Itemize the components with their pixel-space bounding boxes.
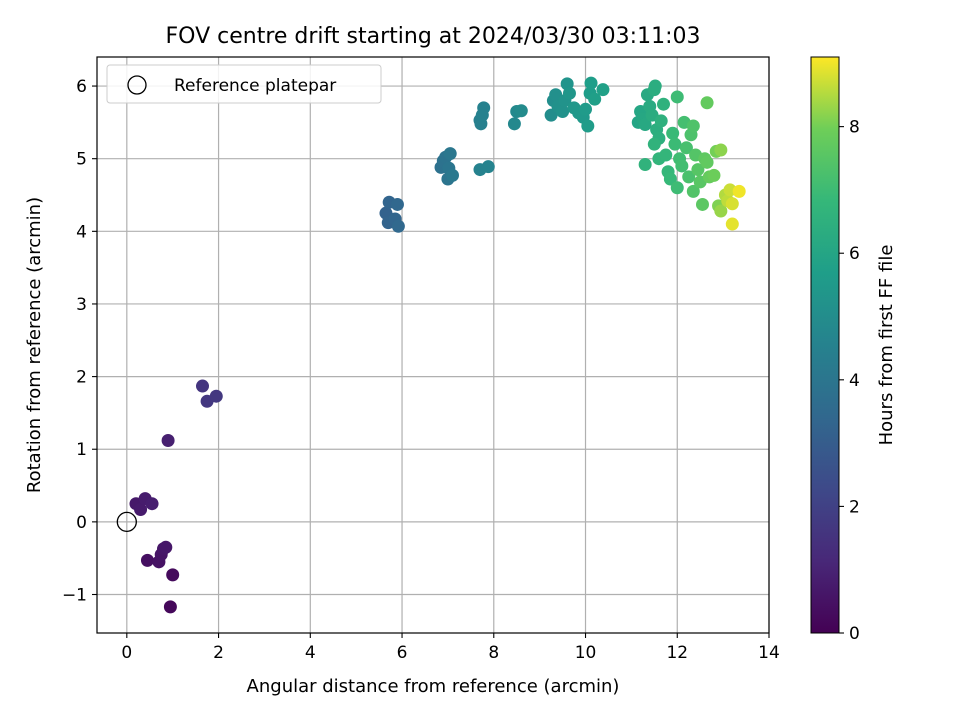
scatter-point: [390, 197, 404, 211]
colorbar-tick-label: 4: [849, 371, 860, 391]
scatter-point: [675, 159, 689, 173]
scatter-point: [679, 141, 693, 155]
y-tick-label: −1: [62, 586, 87, 606]
scatter-point: [695, 197, 709, 211]
legend: Reference platepar: [106, 64, 382, 104]
x-tick-label: 10: [575, 643, 597, 663]
scatter-point: [670, 181, 684, 195]
y-tick-label: 0: [76, 513, 87, 533]
colorbar: 0 2 4 6 8 Hours from first FF file: [810, 56, 897, 644]
y-tick-label: 1: [76, 440, 87, 460]
scatter-point: [647, 137, 661, 151]
legend-label: Reference platepar: [174, 76, 336, 96]
scatter-point: [507, 117, 521, 131]
scatter-point: [707, 168, 721, 182]
scatter-point: [700, 155, 714, 169]
scatter-point: [656, 97, 670, 111]
scatter-point: [196, 379, 210, 393]
y-tick-label: 4: [76, 222, 87, 242]
grid-lines: [97, 57, 770, 633]
x-tick-label: 12: [666, 643, 688, 663]
data-points: [129, 76, 746, 614]
scatter-point: [477, 101, 491, 115]
x-tick-label: 0: [121, 643, 132, 663]
x-axis-label: Angular distance from reference (arcmin): [247, 676, 620, 697]
scatter-point: [209, 389, 223, 403]
legend-marker: [127, 75, 147, 95]
scatter-point: [668, 137, 682, 151]
scatter-point: [725, 197, 739, 211]
y-axis: −1 0 1 2 3 4 5 6: [62, 77, 97, 606]
scatter-point: [654, 114, 668, 128]
y-tick-label: 2: [76, 368, 87, 388]
x-tick-label: 4: [305, 643, 316, 663]
scatter-point: [682, 170, 696, 184]
scatter-point: [666, 126, 680, 140]
chart-title: FOV centre drift starting at 2024/03/30 …: [166, 24, 701, 49]
colorbar-tick-label: 6: [849, 244, 860, 264]
scatter-point: [663, 172, 677, 186]
scatter-point: [443, 147, 457, 161]
scatter-point: [691, 163, 705, 177]
colorbar-ticks: 0 2 4 6 8: [839, 118, 860, 644]
colorbar-label: Hours from first FF file: [876, 245, 897, 446]
scatter-point: [562, 86, 576, 100]
scatter-point: [686, 119, 700, 133]
scatter-point: [481, 160, 495, 174]
scatter-point: [163, 600, 177, 614]
legend-box: [106, 64, 382, 104]
scatter-point: [670, 90, 684, 104]
scatter-point: [391, 219, 405, 233]
scatter-point: [714, 143, 728, 157]
y-tick-label: 3: [76, 295, 87, 315]
x-tick-label: 14: [758, 643, 780, 663]
scatter-point: [514, 104, 528, 118]
scatter-point: [544, 108, 558, 122]
x-tick-label: 2: [213, 643, 224, 663]
y-tick-label: 6: [76, 77, 87, 97]
y-tick-label: 5: [76, 150, 87, 170]
colorbar-tick-label: 0: [849, 624, 860, 644]
reference-platepar-marker: [116, 511, 137, 533]
scatter-point: [584, 76, 598, 90]
scatter-point: [686, 184, 700, 198]
scatter-point: [166, 568, 180, 582]
scatter-point: [588, 92, 602, 106]
scatter-point: [714, 204, 728, 218]
scatter-point: [638, 158, 652, 172]
plot-frame: [96, 56, 770, 634]
scatter-point: [596, 83, 610, 97]
scatter-point: [579, 102, 593, 116]
scatter-point: [140, 553, 154, 567]
scatter-point: [732, 184, 746, 198]
reference-point: [116, 511, 137, 533]
x-axis: 0 2 4 6 8 10 12 14: [121, 633, 780, 663]
colorbar-gradient: [810, 56, 840, 634]
scatter-point: [648, 79, 662, 93]
y-axis-label: Rotation from reference (arcmin): [24, 197, 45, 493]
scatter-point: [145, 497, 159, 511]
scatter-point: [445, 168, 459, 182]
scatter-point: [161, 434, 175, 448]
scatter-point: [700, 96, 714, 110]
scatter-point: [659, 148, 673, 162]
colorbar-tick-label: 8: [849, 118, 860, 138]
scatter-point: [638, 118, 652, 132]
scatter-point: [725, 217, 739, 231]
x-tick-label: 8: [488, 643, 499, 663]
scatter-point: [159, 540, 173, 554]
x-tick-label: 6: [397, 643, 408, 663]
scatter-point: [581, 119, 595, 133]
colorbar-tick-label: 2: [849, 497, 860, 517]
scatter-point: [134, 503, 148, 517]
scatter-point: [556, 104, 570, 118]
